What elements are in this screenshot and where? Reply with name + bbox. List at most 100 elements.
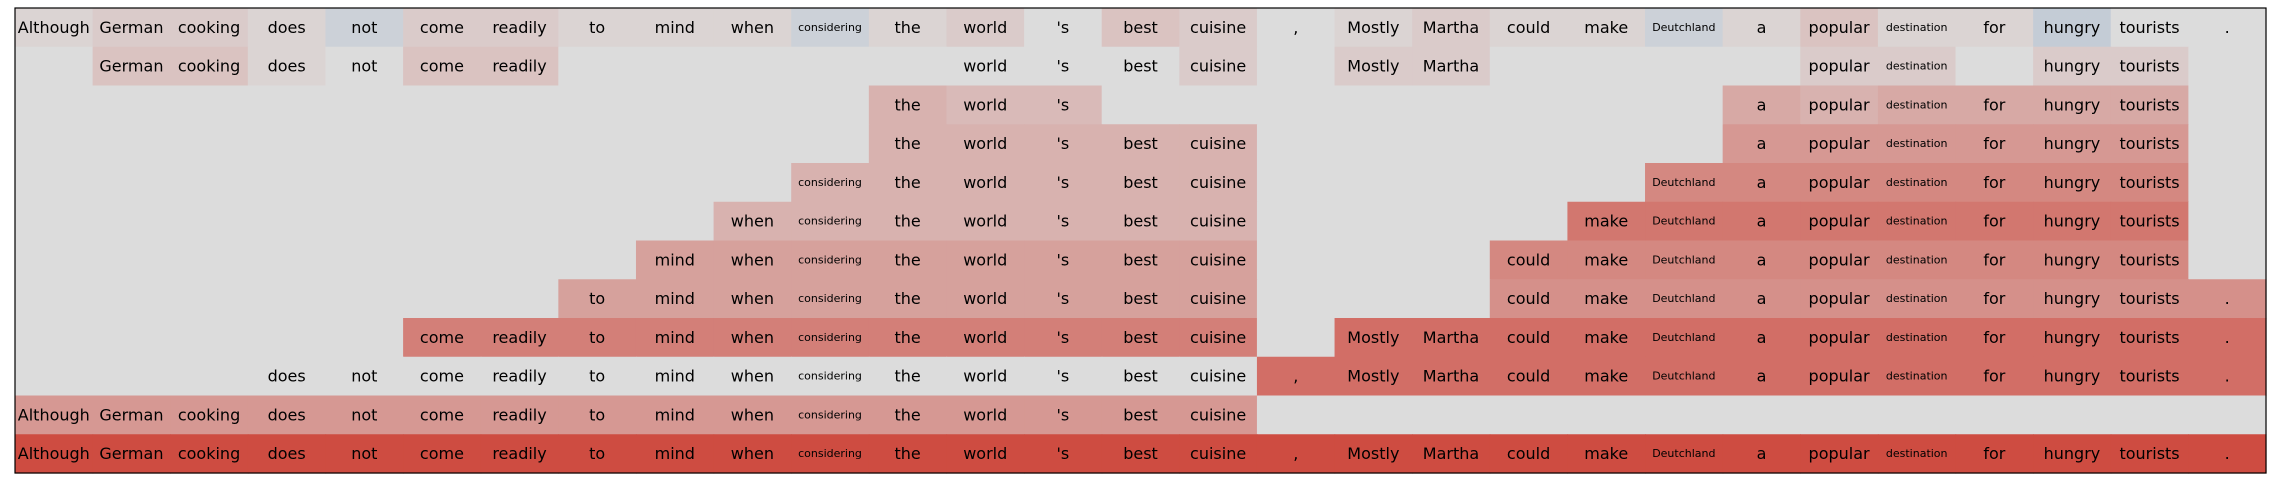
heatmap-cell <box>1101 434 1180 474</box>
token-label: make <box>1584 444 1628 463</box>
token-label: 's <box>1057 134 1070 153</box>
heatmap-cell <box>170 8 249 48</box>
token-label: the <box>895 134 921 153</box>
token-label: 's <box>1057 367 1070 386</box>
token-label: popular <box>1809 95 1870 114</box>
token-label: the <box>895 444 921 463</box>
heatmap-cell <box>2033 46 2112 87</box>
heatmap-cell <box>1256 124 1336 164</box>
heatmap-cell <box>1256 201 1336 242</box>
heatmap-cell <box>791 240 870 280</box>
heatmap-cell <box>403 356 482 397</box>
token-label: popular <box>1809 134 1870 153</box>
token-label: the <box>895 250 921 269</box>
token-label: to <box>589 367 605 386</box>
heatmap-cell <box>1256 279 1336 319</box>
heatmap-cell <box>635 163 715 203</box>
token-label: best <box>1123 328 1158 347</box>
heatmap-cell <box>1256 46 1336 87</box>
token-label: hungry <box>2044 444 2101 463</box>
heatmap-cell <box>1334 201 1413 242</box>
heatmap-cell <box>713 201 792 242</box>
token-label: best <box>1123 250 1158 269</box>
heatmap-cell <box>1722 85 1801 125</box>
token-label: German <box>99 18 163 37</box>
heatmap-cell <box>1179 356 1258 397</box>
token-label: when <box>731 289 774 308</box>
heatmap-cell <box>868 318 948 358</box>
heatmap-cell <box>1567 201 1646 242</box>
heatmap-cell <box>247 8 327 48</box>
heatmap-cell <box>170 356 249 397</box>
token-label: considering <box>798 21 862 34</box>
heatmap-cell <box>713 163 792 203</box>
heatmap-cell <box>2033 279 2112 319</box>
heatmap-cell <box>2188 279 2267 319</box>
token-label: world <box>963 173 1007 192</box>
token-label: world <box>963 212 1007 231</box>
heatmap-cell <box>247 279 327 319</box>
heatmap-cell <box>1489 356 1569 397</box>
heatmap-cell <box>1800 201 1879 242</box>
heatmap-cell <box>2033 318 2112 358</box>
token-label: the <box>895 18 921 37</box>
heatmap-cell <box>247 85 327 125</box>
token-label: make <box>1584 18 1628 37</box>
token-label: make <box>1584 367 1628 386</box>
token-label: hungry <box>2044 367 2101 386</box>
token-label: when <box>731 212 774 231</box>
heatmap-cell <box>713 395 792 435</box>
token-label: world <box>963 405 1007 424</box>
heatmap-cell <box>15 46 94 87</box>
token-label: when <box>731 18 774 37</box>
token-label: 's <box>1057 18 1070 37</box>
token-label: Although <box>18 405 90 424</box>
token-label: considering <box>798 215 862 228</box>
heatmap-cell <box>1877 395 1957 435</box>
heatmap-cell <box>170 201 249 242</box>
token-label: best <box>1123 405 1158 424</box>
token-label: readily <box>492 405 546 424</box>
heatmap-cell <box>1877 124 1957 164</box>
heatmap-cell <box>1567 85 1646 125</box>
heatmap-cell <box>15 163 94 203</box>
heatmap-cell <box>325 356 404 397</box>
token-label: Martha <box>1423 444 1479 463</box>
heatmap-cell <box>558 46 637 87</box>
heatmap-cell <box>1955 124 2034 164</box>
token-label: for <box>1983 289 2005 308</box>
heatmap-cell <box>2110 279 2189 319</box>
heatmap-cell <box>1645 163 1724 203</box>
heatmap-cell <box>1179 124 1258 164</box>
token-label: could <box>1507 289 1550 308</box>
token-label: world <box>963 289 1007 308</box>
heatmap-cell <box>92 163 171 203</box>
token-label: Deutchland <box>1652 253 1715 266</box>
heatmap-cell <box>1334 240 1413 280</box>
token-label: considering <box>798 331 862 344</box>
token-label: popular <box>1809 18 1870 37</box>
heatmap-cell <box>1024 163 1103 203</box>
token-label: hungry <box>2044 289 2101 308</box>
token-label: . <box>2225 367 2230 386</box>
token-label: , <box>1293 444 1298 463</box>
heatmap-cell <box>946 395 1025 435</box>
heatmap-cell <box>1877 240 1957 280</box>
heatmap-cell <box>1101 201 1180 242</box>
token-label: world <box>963 250 1007 269</box>
heatmap-cell <box>1334 279 1413 319</box>
heatmap-cell <box>558 201 637 242</box>
token-label: for <box>1983 212 2005 231</box>
token-label: destination <box>1886 331 1948 344</box>
token-label: . <box>2225 444 2230 463</box>
token-label: best <box>1123 18 1158 37</box>
token-label: , <box>1293 367 1298 386</box>
token-label: Martha <box>1423 328 1479 347</box>
heatmap-cell <box>325 279 404 319</box>
token-label: come <box>420 367 464 386</box>
heatmap-cell <box>1489 8 1569 48</box>
heatmap-cell <box>2188 240 2267 280</box>
heatmap-cell <box>1256 240 1336 280</box>
token-label: a <box>1757 444 1767 463</box>
heatmap-cell <box>1955 395 2034 435</box>
